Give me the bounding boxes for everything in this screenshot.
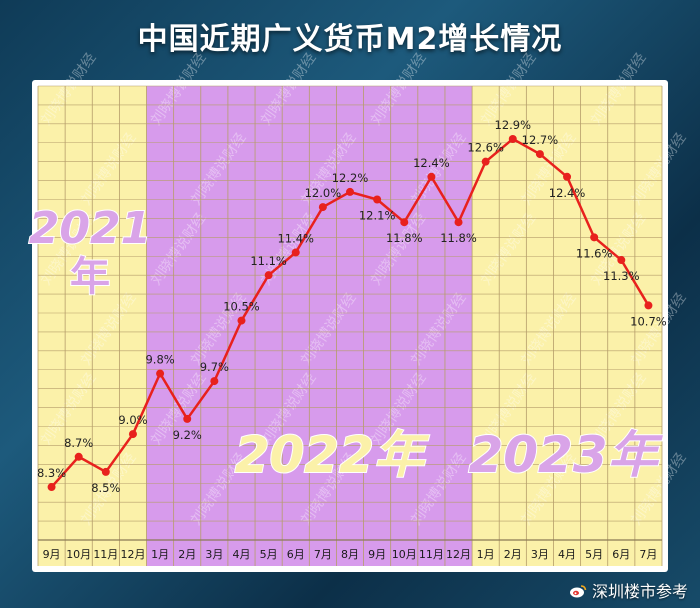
x-tick-label-16: 1月 [477, 548, 495, 561]
x-tick-label-0: 9月 [43, 548, 61, 561]
data-label-1: 8.7% [64, 436, 93, 450]
data-label-7: 10.5% [223, 300, 260, 314]
data-point-1 [74, 452, 83, 461]
data-label-13: 11.8% [386, 231, 423, 245]
chart-title: 中国近期广义货币M2增长情况 [137, 22, 563, 57]
data-point-0 [47, 483, 56, 492]
year-band-2 [472, 86, 662, 566]
data-point-6 [210, 377, 219, 386]
x-tick-label-3: 12月 [120, 548, 145, 561]
data-label-2: 8.5% [91, 481, 120, 495]
x-tick-label-11: 8月 [341, 548, 359, 561]
data-label-16: 12.6% [467, 141, 504, 155]
x-tick-label-4: 1月 [151, 548, 169, 561]
data-label-9: 11.4% [277, 231, 314, 245]
data-point-22 [644, 301, 653, 310]
data-label-8: 11.1% [250, 254, 287, 268]
data-label-14: 12.4% [413, 156, 450, 170]
x-tick-label-9: 6月 [287, 548, 305, 561]
data-label-21: 11.3% [603, 269, 640, 283]
data-label-4: 9.8% [145, 353, 174, 367]
x-tick-label-10: 7月 [314, 548, 332, 561]
data-points: 8.3% 8.7% 8.5% 9.0% 9.8% 9.2% 9.7% 10.5% 11.1% 11… [37, 118, 667, 495]
data-point-19 [563, 172, 572, 181]
data-point-14 [427, 172, 436, 181]
year-label-2023: 2023年 [468, 426, 663, 484]
weibo-icon [569, 583, 587, 598]
data-point-7 [237, 316, 246, 325]
x-tick-label-13: 10月 [392, 548, 417, 561]
x-tick-label-21: 6月 [612, 548, 630, 561]
data-point-2 [101, 467, 110, 476]
data-point-5 [183, 414, 192, 423]
data-label-0: 8.3% [37, 466, 66, 480]
footer-credit: 深圳楼市参考 [569, 578, 688, 602]
x-tick-label-1: 10月 [66, 548, 91, 561]
year-label-2022: 2022年 [235, 426, 430, 484]
data-point-3 [128, 430, 137, 439]
data-point-4 [156, 369, 165, 378]
data-label-18: 12.7% [522, 133, 559, 147]
data-label-12: 12.1% [359, 209, 396, 223]
data-label-15: 11.8% [440, 231, 477, 245]
data-label-17: 12.9% [495, 118, 532, 132]
data-point-10 [318, 203, 327, 212]
data-point-9 [291, 248, 300, 257]
x-tick-label-22: 7月 [639, 548, 657, 561]
x-tick-label-8: 5月 [260, 548, 278, 561]
data-point-13 [400, 218, 409, 227]
x-tick-label-2: 11月 [93, 548, 118, 561]
data-label-3: 9.0% [118, 413, 147, 427]
data-label-11: 12.2% [332, 171, 369, 185]
x-tick-label-5: 2月 [178, 548, 196, 561]
data-label-6: 9.7% [200, 360, 229, 374]
x-tick-label-18: 3月 [531, 548, 549, 561]
data-point-21 [617, 256, 626, 265]
data-label-10: 12.0% [305, 186, 342, 200]
year-label-2021-suffix: 年 [70, 254, 110, 300]
x-tick-label-6: 3月 [205, 548, 223, 561]
data-point-18 [535, 150, 544, 159]
x-tick-label-20: 5月 [585, 548, 603, 561]
data-point-16 [481, 157, 490, 166]
data-point-15 [454, 218, 463, 227]
x-tick-label-7: 4月 [232, 548, 250, 561]
data-label-5: 9.2% [173, 428, 202, 442]
x-tick-labels: 9月 10月 11月 12月 1月 2月 3月 4月 5月 6月 7月 8月 9月 10月 11月 12月 1月… [43, 548, 658, 561]
data-point-12 [373, 195, 382, 204]
year-label-2021: 2021 [29, 203, 151, 254]
x-tick-label-12: 9月 [368, 548, 386, 561]
data-point-8 [264, 271, 273, 280]
x-tick-label-15: 12月 [446, 548, 471, 561]
data-point-11 [346, 187, 354, 196]
x-tick-label-14: 11月 [419, 548, 444, 561]
x-tick-label-17: 2月 [504, 548, 522, 561]
data-label-19: 12.4% [549, 186, 586, 200]
data-label-22: 10.7% [630, 314, 667, 328]
data-point-20 [590, 233, 599, 242]
data-point-17 [508, 134, 517, 143]
data-label-20: 11.6% [576, 246, 613, 260]
x-tick-label-19: 4月 [558, 548, 576, 561]
footer-credit-text: 深圳楼市参考 [591, 582, 688, 601]
